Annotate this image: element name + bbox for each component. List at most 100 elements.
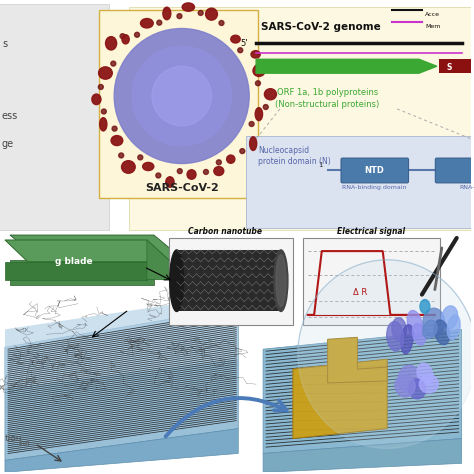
Ellipse shape bbox=[417, 363, 433, 385]
Ellipse shape bbox=[203, 170, 209, 174]
Ellipse shape bbox=[143, 163, 154, 171]
Ellipse shape bbox=[98, 84, 103, 90]
Ellipse shape bbox=[135, 32, 139, 37]
Ellipse shape bbox=[92, 94, 101, 105]
Circle shape bbox=[152, 66, 211, 126]
Ellipse shape bbox=[138, 155, 143, 160]
Ellipse shape bbox=[166, 177, 174, 187]
Ellipse shape bbox=[121, 161, 135, 173]
Ellipse shape bbox=[255, 108, 263, 120]
Ellipse shape bbox=[187, 170, 196, 179]
Ellipse shape bbox=[157, 20, 162, 25]
Ellipse shape bbox=[120, 34, 125, 39]
Ellipse shape bbox=[392, 318, 406, 341]
FancyArrow shape bbox=[256, 59, 437, 73]
FancyBboxPatch shape bbox=[435, 158, 474, 183]
FancyBboxPatch shape bbox=[341, 158, 409, 183]
Polygon shape bbox=[10, 235, 183, 260]
Ellipse shape bbox=[177, 14, 182, 18]
Ellipse shape bbox=[231, 35, 240, 43]
Text: Carbon nanotube: Carbon nanotube bbox=[188, 227, 263, 236]
Ellipse shape bbox=[122, 35, 129, 44]
Text: Acce: Acce bbox=[425, 12, 440, 17]
Ellipse shape bbox=[238, 48, 243, 53]
Text: Δ R: Δ R bbox=[353, 288, 367, 297]
Ellipse shape bbox=[274, 250, 288, 311]
Ellipse shape bbox=[111, 136, 123, 146]
Ellipse shape bbox=[423, 308, 445, 337]
Ellipse shape bbox=[434, 320, 449, 345]
Ellipse shape bbox=[264, 89, 276, 100]
Ellipse shape bbox=[401, 325, 413, 354]
Ellipse shape bbox=[423, 320, 437, 338]
Ellipse shape bbox=[198, 10, 203, 16]
Polygon shape bbox=[5, 240, 171, 262]
Ellipse shape bbox=[442, 306, 458, 329]
FancyBboxPatch shape bbox=[303, 238, 440, 325]
Ellipse shape bbox=[156, 173, 161, 178]
Text: ge: ge bbox=[2, 139, 14, 149]
Polygon shape bbox=[5, 262, 147, 280]
Bar bbox=[439, 59, 471, 73]
Ellipse shape bbox=[251, 51, 260, 58]
Ellipse shape bbox=[447, 315, 460, 340]
Text: Electrical signal: Electrical signal bbox=[337, 227, 405, 236]
Ellipse shape bbox=[255, 81, 260, 86]
Ellipse shape bbox=[387, 322, 403, 351]
Text: ess: ess bbox=[2, 111, 18, 121]
Text: S: S bbox=[446, 63, 451, 72]
Ellipse shape bbox=[420, 300, 430, 313]
Text: Mem: Mem bbox=[425, 24, 440, 28]
Ellipse shape bbox=[395, 375, 415, 397]
Ellipse shape bbox=[263, 105, 268, 109]
Polygon shape bbox=[246, 136, 471, 228]
Ellipse shape bbox=[398, 365, 420, 393]
Ellipse shape bbox=[250, 137, 257, 150]
Circle shape bbox=[132, 46, 231, 146]
Ellipse shape bbox=[253, 65, 265, 76]
Ellipse shape bbox=[240, 149, 245, 154]
Text: SARS-CoV-2 genome: SARS-CoV-2 genome bbox=[261, 21, 381, 32]
FancyBboxPatch shape bbox=[169, 238, 293, 325]
Ellipse shape bbox=[182, 3, 194, 11]
Ellipse shape bbox=[219, 20, 224, 26]
Ellipse shape bbox=[140, 18, 153, 28]
Text: 1: 1 bbox=[318, 162, 323, 167]
Polygon shape bbox=[5, 308, 238, 460]
Ellipse shape bbox=[163, 7, 171, 20]
Text: NTD: NTD bbox=[365, 166, 384, 175]
Bar bbox=[177, 250, 281, 311]
Ellipse shape bbox=[276, 255, 286, 307]
Ellipse shape bbox=[112, 126, 117, 131]
Ellipse shape bbox=[216, 160, 221, 165]
Ellipse shape bbox=[99, 67, 112, 79]
Text: RNA-binding domain: RNA-binding domain bbox=[342, 185, 407, 191]
Polygon shape bbox=[99, 9, 258, 198]
Text: g blade: g blade bbox=[55, 257, 92, 266]
Ellipse shape bbox=[118, 153, 124, 158]
Polygon shape bbox=[147, 240, 171, 280]
Ellipse shape bbox=[206, 8, 218, 20]
Circle shape bbox=[114, 28, 249, 164]
Polygon shape bbox=[263, 438, 462, 472]
Ellipse shape bbox=[412, 323, 426, 345]
Text: ORF 1a, 1b polyproteins
(Non-structural proteins): ORF 1a, 1b polyproteins (Non-structural … bbox=[275, 88, 380, 109]
Text: RNA-: RNA- bbox=[459, 185, 474, 191]
Polygon shape bbox=[5, 428, 238, 472]
Polygon shape bbox=[0, 4, 109, 230]
Text: SARS-CoV-2: SARS-CoV-2 bbox=[145, 183, 219, 193]
Ellipse shape bbox=[214, 166, 224, 175]
Ellipse shape bbox=[227, 155, 235, 163]
Ellipse shape bbox=[111, 61, 116, 66]
Ellipse shape bbox=[100, 118, 107, 131]
Ellipse shape bbox=[298, 260, 474, 448]
Ellipse shape bbox=[419, 375, 438, 393]
Polygon shape bbox=[328, 337, 387, 383]
Text: s: s bbox=[2, 39, 7, 49]
Text: ion: ion bbox=[18, 439, 29, 448]
Ellipse shape bbox=[249, 121, 254, 127]
Polygon shape bbox=[263, 329, 462, 454]
Ellipse shape bbox=[255, 65, 260, 70]
Ellipse shape bbox=[408, 379, 426, 399]
Ellipse shape bbox=[177, 169, 182, 173]
